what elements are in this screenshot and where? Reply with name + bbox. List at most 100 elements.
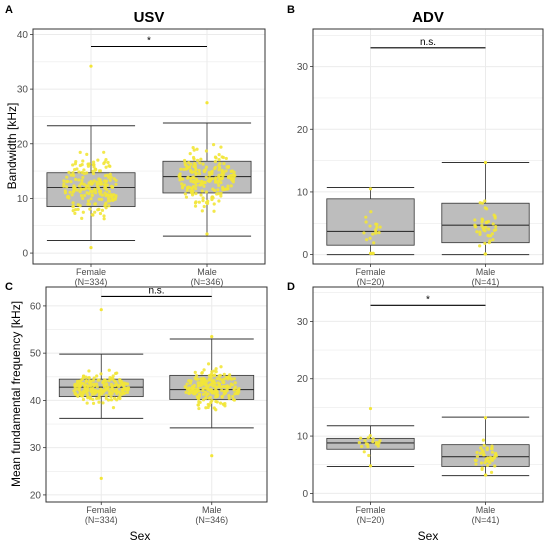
- data-point: [216, 192, 221, 196]
- data-point: [359, 444, 364, 449]
- data-point: [481, 438, 485, 442]
- data-point: [97, 177, 101, 181]
- data-point: [222, 392, 226, 396]
- data-point: [67, 170, 71, 174]
- data-points: [362, 187, 382, 255]
- data-point: [93, 168, 97, 172]
- data-point: [95, 382, 99, 386]
- data-point: [71, 163, 75, 167]
- box-iqr: [169, 374, 255, 400]
- data-point: [483, 252, 488, 256]
- data-point: [232, 388, 236, 392]
- data-point: [74, 177, 78, 181]
- data-point: [194, 186, 198, 191]
- data-point: [65, 195, 70, 199]
- data-point: [178, 172, 182, 176]
- data-point: [488, 461, 492, 465]
- data-point: [122, 386, 126, 391]
- data-point: [81, 159, 85, 163]
- data-point: [107, 389, 111, 393]
- data-point: [213, 160, 217, 164]
- x-tick-label: Female: [76, 267, 106, 277]
- data-point: [217, 175, 221, 179]
- data-point: [194, 200, 198, 204]
- data-point: [374, 222, 378, 226]
- data-point: [185, 186, 190, 190]
- data-point: [114, 371, 118, 376]
- data-point: [201, 199, 205, 203]
- data-point: [228, 373, 232, 377]
- data-point: [203, 181, 207, 185]
- data-point: [185, 166, 189, 170]
- data-point: [71, 171, 75, 175]
- data-point: [211, 143, 216, 147]
- data-points: [357, 406, 382, 468]
- data-point: [193, 165, 197, 169]
- data-point: [190, 170, 195, 174]
- data-point: [113, 383, 117, 388]
- data-point: [81, 210, 85, 214]
- data-point: [91, 172, 96, 176]
- panel-c: Female(N=334) Male(N=346) n.s. 20 30 40 50 60 CM…: [5, 281, 268, 525]
- data-point: [96, 158, 100, 162]
- data-point: [115, 398, 119, 402]
- data-point: [71, 190, 75, 194]
- data-point: [87, 369, 91, 373]
- data-point: [199, 181, 204, 185]
- data-point: [480, 448, 484, 452]
- y-tick-label: 30: [17, 85, 29, 96]
- data-point: [212, 202, 216, 206]
- data-point: [91, 378, 96, 383]
- box-female: [326, 406, 415, 468]
- data-point: [90, 190, 95, 194]
- data-point: [194, 168, 198, 172]
- data-point: [221, 380, 225, 385]
- data-point: [193, 376, 197, 380]
- data-point: [111, 185, 115, 189]
- data-point: [107, 175, 111, 179]
- data-point: [98, 169, 103, 173]
- data-point: [484, 225, 488, 230]
- data-point: [493, 464, 497, 468]
- data-point: [210, 169, 214, 174]
- data-point: [105, 382, 109, 386]
- data-point: [203, 382, 207, 386]
- data-point: [202, 184, 206, 188]
- data-point: [489, 470, 494, 475]
- data-point: [109, 193, 113, 197]
- data-point: [220, 155, 224, 159]
- data-point: [87, 375, 91, 380]
- data-point: [191, 155, 196, 160]
- data-point: [86, 384, 90, 388]
- y-tick-label: 50: [30, 349, 42, 360]
- data-point: [206, 179, 210, 183]
- data-point: [91, 397, 95, 402]
- data-point: [82, 168, 86, 172]
- box-male: [162, 101, 252, 237]
- data-point: [202, 368, 206, 372]
- data-point: [99, 182, 104, 186]
- data-point: [183, 163, 187, 167]
- data-point: [483, 461, 487, 465]
- data-point: [106, 398, 111, 402]
- data-point: [92, 160, 96, 164]
- data-point: [475, 450, 479, 455]
- significance-label: *: [426, 294, 430, 305]
- data-point: [483, 241, 487, 245]
- data-point: [81, 397, 86, 402]
- data-point: [195, 147, 199, 151]
- data-point: [490, 450, 495, 454]
- data-point: [203, 168, 208, 172]
- data-point: [233, 381, 237, 385]
- data-point: [62, 184, 66, 188]
- data-point: [84, 380, 88, 384]
- data-point: [475, 230, 479, 234]
- data-point: [203, 377, 207, 382]
- data-point: [181, 177, 185, 181]
- data-point: [198, 161, 202, 165]
- data-point: [210, 335, 214, 339]
- data-point: [493, 452, 498, 457]
- data-point: [197, 179, 201, 183]
- x-tick-label-n: (N=334): [75, 277, 108, 287]
- data-point: [217, 199, 221, 203]
